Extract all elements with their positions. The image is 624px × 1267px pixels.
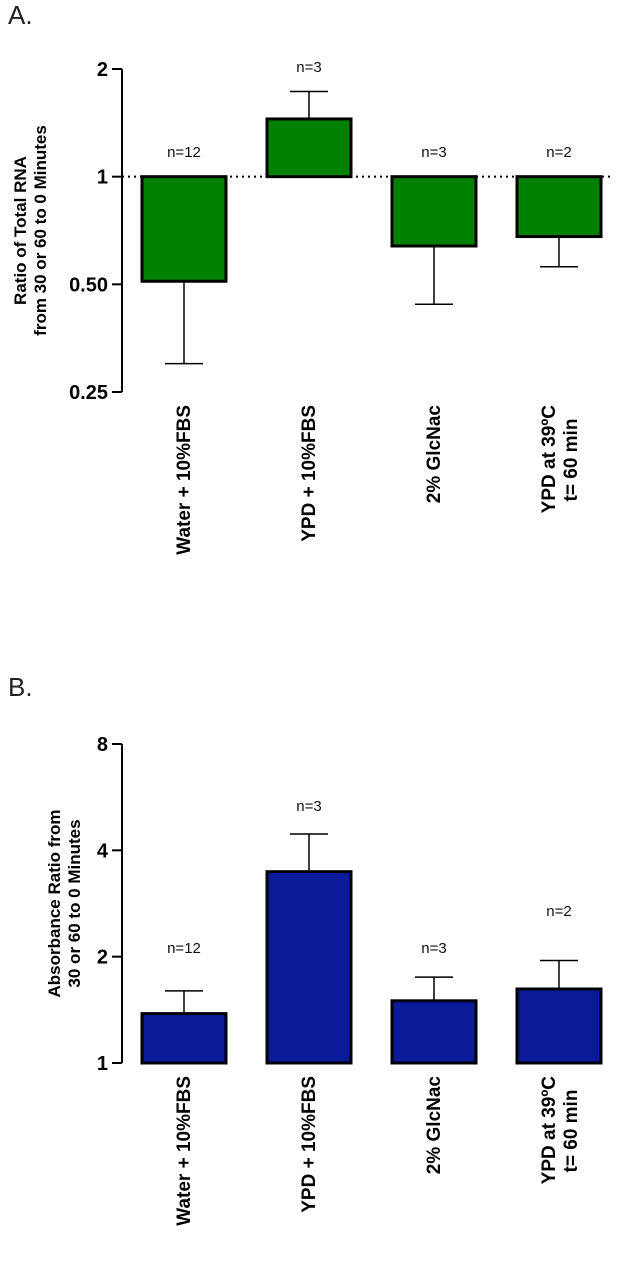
- chart-a-bar: [390, 175, 478, 248]
- chart-a-category-label: Water + 10%FBS: [174, 405, 195, 555]
- chart-a-bar: [140, 175, 228, 283]
- chart-a-category-label: YPD at 39ºCt= 60 min: [539, 405, 582, 514]
- chart-b-category-label: YPD at 39ºCt= 60 min: [539, 1076, 582, 1185]
- chart-a-n-label: n=2: [546, 144, 571, 161]
- chart-a-category-label: YPD + 10%FBS: [299, 405, 320, 542]
- chart-b-y-axis-label: Absorbance Ratio from30 or 60 to 0 Minut…: [45, 810, 84, 998]
- chart-b-y-tick-label: 2: [97, 947, 108, 969]
- chart-b-n-label: n=2: [546, 903, 571, 920]
- chart-b-category-label: Water + 10%FBS: [174, 1076, 195, 1226]
- chart-b-n-label: n=3: [296, 798, 321, 815]
- chart-a-n-label: n=3: [296, 59, 321, 76]
- chart-a-y-tick-label: 0.50: [69, 274, 108, 296]
- chart-b-n-label: n=3: [421, 940, 446, 957]
- panel-b-letter: B.: [8, 672, 33, 702]
- chart-b-bar: [390, 999, 478, 1065]
- chart-a-ratio-total-rna: 0.25 0.50 1 2 Ratio of Total RNAfrom 30 or 6…: [11, 59, 610, 555]
- chart-b-y-tick-label: 1: [97, 1053, 108, 1075]
- panel-a-letter: A.: [8, 0, 33, 30]
- chart-a-y-tick-label: 0.25: [69, 382, 108, 404]
- chart-b-n-label: n=12: [167, 940, 201, 957]
- chart-a-y-tick-label: 2: [97, 59, 108, 81]
- chart-a-bar: [515, 175, 603, 239]
- chart-a-n-label: n=12: [167, 144, 201, 161]
- chart-a-category-label: 2% GlcNac: [424, 405, 445, 504]
- chart-b-bar: [265, 870, 353, 1065]
- chart-b-category-label: 2% GlcNac: [424, 1076, 445, 1175]
- chart-a-y-tick-label: 1: [97, 167, 108, 189]
- chart-b-category-label: YPD + 10%FBS: [299, 1076, 320, 1213]
- chart-a-y-axis-label: Ratio of Total RNAfrom 30 or 60 to 0 Min…: [11, 125, 50, 336]
- chart-a-bar: [265, 117, 353, 179]
- chart-b-y-tick-label: 8: [97, 734, 108, 756]
- chart-b-y-tick-label: 4: [97, 840, 109, 862]
- chart-b-bar: [140, 1012, 228, 1065]
- chart-b-bar: [515, 987, 603, 1065]
- chart-a-n-label: n=3: [421, 144, 446, 161]
